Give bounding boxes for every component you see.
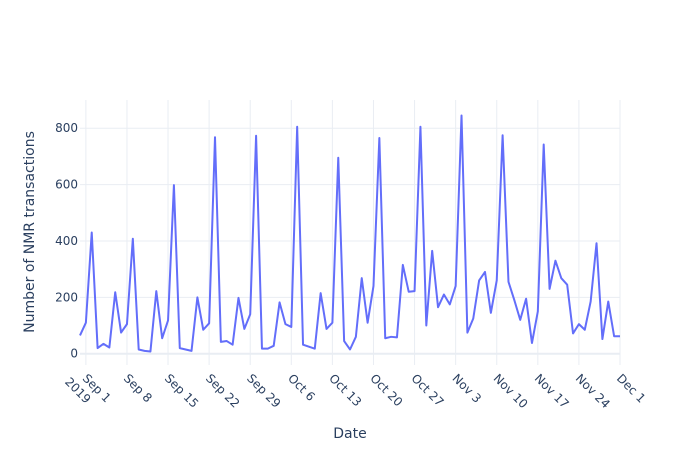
series-line xyxy=(79,114,620,353)
x-axis-title: Date xyxy=(333,426,366,442)
x-tick-label: Nov 3 xyxy=(450,371,485,406)
x-tick-label: Dec 1 xyxy=(614,371,648,405)
y-tick-label: 400 xyxy=(55,234,78,248)
x-tick-label: Sep 29 xyxy=(244,371,283,410)
gridlines xyxy=(80,100,621,365)
y-axis-title: Number of NMR transactions xyxy=(22,131,38,333)
y-axis-ticks: 0 200 400 600 800 xyxy=(55,121,78,361)
x-axis-ticks: Sep 12019 Sep 8 Sep 15 Sep 22 Sep 29 Oct 6 Oct… xyxy=(62,364,648,416)
y-tick-label: 600 xyxy=(55,178,78,192)
y-tick-label: 800 xyxy=(55,121,78,135)
x-tick-label: Sep 8 xyxy=(121,371,155,405)
x-tick-label: Sep 22 xyxy=(203,371,242,410)
y-tick-label: 0 xyxy=(70,347,78,361)
x-tick-label: Sep 12019 xyxy=(62,364,114,416)
x-tick-label: Oct 20 xyxy=(367,371,405,409)
y-tick-label: 200 xyxy=(55,290,78,304)
x-tick-label: Nov 10 xyxy=(491,371,531,411)
x-tick-label: Sep 15 xyxy=(162,371,201,410)
x-tick-label: Oct 27 xyxy=(408,371,446,409)
series-layer xyxy=(79,114,620,353)
x-tick-label: Nov 17 xyxy=(532,371,572,411)
x-tick-label: Oct 13 xyxy=(326,371,364,409)
x-tick-label: Nov 24 xyxy=(573,371,613,411)
x-tick-label: Oct 6 xyxy=(285,371,318,404)
